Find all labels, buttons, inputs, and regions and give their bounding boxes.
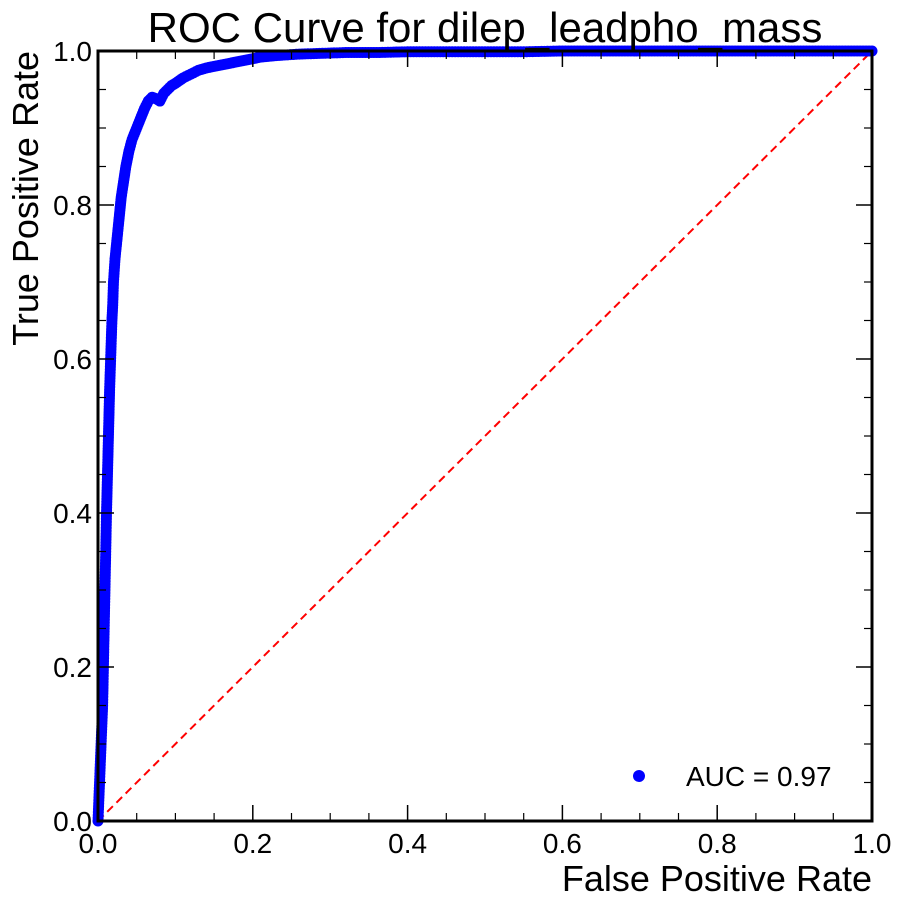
random-classifier-line [97, 50, 873, 822]
y-tick-label: 0.6 [53, 344, 92, 375]
x-tick-label: 0.8 [698, 828, 737, 859]
y-tick-label: 1.0 [53, 36, 92, 67]
y-tick-label: 0.0 [53, 806, 92, 837]
x-tick-label: 0.4 [388, 828, 427, 859]
x-tick-label: 0.6 [543, 828, 582, 859]
axis-ticks: 0.0 0.2 0.4 0.6 0.8 1.0 0.0 0.2 0.4 0.6 0.8 1.0 [53, 36, 891, 859]
x-tick-label: 0.0 [79, 828, 118, 859]
y-tick-label: 0.8 [53, 190, 92, 221]
y-tick-label: 0.4 [53, 498, 92, 529]
y-tick-label: 0.2 [53, 652, 92, 683]
x-tick-label: 0.2 [233, 828, 272, 859]
legend-label: AUC = 0.97 [686, 761, 832, 792]
y-axis-label: True Positive Rate [5, 51, 46, 346]
legend: AUC = 0.97 [633, 761, 832, 792]
chart-title: ROC Curve for dilep_leadpho_mass [148, 4, 823, 51]
x-tick-label: 1.0 [853, 828, 892, 859]
x-axis-label: False Positive Rate [562, 858, 872, 899]
roc-marks [92, 45, 878, 827]
legend-marker [633, 770, 645, 782]
